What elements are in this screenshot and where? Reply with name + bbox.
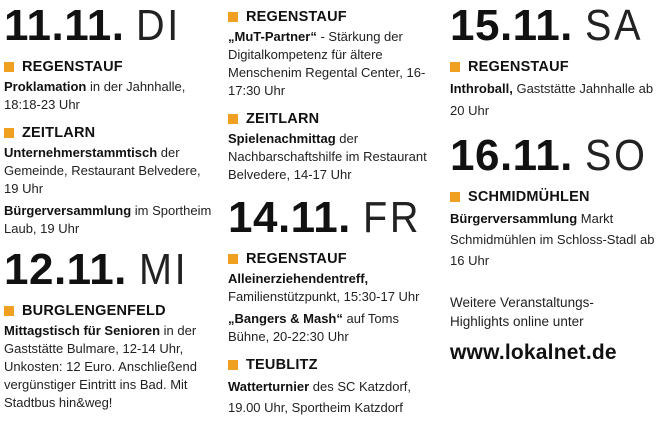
square-bullet-icon (4, 306, 14, 316)
square-bullet-icon (228, 254, 238, 264)
column-middle: REGENSTAUF „MuT-Partner“ - Stärkung der … (228, 0, 443, 418)
event-details: in der Gaststätte Bulmare, 12-14 Uhr, Un… (4, 323, 197, 410)
event-details: der Gemeinde, Restaurant Belvedere, 19 U… (4, 145, 201, 196)
location-name: ZEITLARN (246, 111, 320, 127)
event-title: Bürgerversammlung (4, 203, 132, 218)
location-name: ZEITLARN (22, 125, 96, 141)
location-heading: REGENSTAUF (4, 58, 214, 76)
location-heading: BURGLENGENFELD (4, 302, 214, 320)
event-title: Inthroball, (450, 81, 513, 96)
event-details: in der Jahnhalle, 18:18-23 Uhr (4, 79, 186, 112)
date-number: 12.11. (4, 245, 127, 294)
location-name: REGENSTAUF (246, 9, 347, 25)
event-entry: Unternehmerstammtisch der Gemeinde, Rest… (4, 144, 214, 198)
event-details: auf Toms Bühne, 20-22:30 Uhr (228, 311, 399, 344)
event-entry: Inthroball, Gaststätte Jahnhalle ab 20 U… (450, 78, 655, 122)
event-entry: Watterturnier des SC Katzdorf, 19.00 Uhr… (228, 376, 443, 418)
weekday: MI (138, 245, 189, 294)
square-bullet-icon (450, 62, 460, 72)
event-entry: Alleinerziehendentreff, Familienstützpun… (228, 270, 443, 306)
location-heading: ZEITLARN (228, 110, 443, 128)
location-heading: TEUBLITZ (228, 356, 443, 374)
event-entry: Mittagstisch für Senioren in der Gaststä… (4, 322, 214, 412)
location-name: REGENSTAUF (468, 59, 569, 75)
square-bullet-icon (4, 128, 14, 138)
location-heading: REGENSTAUF (228, 250, 443, 268)
location-heading: SCHMIDMÜHLEN (450, 188, 655, 206)
square-bullet-icon (450, 192, 460, 202)
location-name: REGENSTAUF (246, 251, 347, 267)
location-name: TEUBLITZ (246, 357, 318, 373)
date-number: 14.11. (228, 193, 351, 242)
date-heading: 16.11. SO (450, 134, 655, 178)
location-heading: REGENSTAUF (450, 58, 655, 76)
date-number: 15.11. (450, 1, 573, 50)
location-heading: REGENSTAUF (228, 8, 443, 26)
event-entry: Proklamation in der Jahnhalle, 18:18-23 … (4, 78, 214, 114)
location-name: SCHMIDMÜHLEN (468, 189, 590, 205)
event-title: Bürgerversammlung (450, 211, 578, 226)
event-details: - Stärkung der Digitalkompetenz für älte… (228, 29, 426, 98)
event-title: „MuT-Partner“ (228, 29, 317, 44)
event-details: der Nachbarschaftshilfe im Restaurant Be… (228, 131, 427, 182)
event-title: Spielenachmittag (228, 131, 336, 146)
more-info-text: Weitere Veranstaltungs-Highlights online… (450, 295, 594, 329)
event-entry: Spielenachmittag der Nachbarschaftshilfe… (228, 130, 443, 184)
event-title: Watterturnier (228, 379, 310, 394)
event-title: Proklamation (4, 79, 87, 94)
square-bullet-icon (228, 360, 238, 370)
event-details: Familienstützpunkt, 15:30-17 Uhr (228, 289, 420, 304)
column-right: 15.11. SA REGENSTAUF Inthroball, Gaststä… (450, 0, 655, 365)
square-bullet-icon (228, 114, 238, 124)
weekday: FR (362, 193, 422, 242)
square-bullet-icon (228, 12, 238, 22)
date-heading: 14.11. FR (228, 196, 443, 240)
square-bullet-icon (4, 62, 14, 72)
location-name: BURGLENGENFELD (22, 303, 166, 319)
event-entry: „Bangers & Mash“ auf Toms Bühne, 20-22:3… (228, 310, 443, 346)
location-name: REGENSTAUF (22, 59, 123, 75)
event-details: Markt Schmidmühlen im Schloss-Stadl ab 1… (450, 211, 655, 268)
event-title: Unternehmerstammtisch (4, 145, 158, 160)
date-heading: 12.11. MI (4, 248, 214, 292)
weekday: DI (136, 1, 182, 50)
date-number: 11.11. (4, 1, 125, 50)
event-entry: „MuT-Partner“ - Stärkung der Digitalkomp… (228, 28, 443, 100)
weekday: SA (584, 1, 644, 50)
event-title: Mittagstisch für Senioren (4, 323, 161, 338)
date-heading: 11.11. DI (4, 4, 214, 48)
website-url[interactable]: www.lokalnet.de (450, 341, 617, 364)
event-entry: Bürgerversammlung Markt Schmidmühlen im … (450, 208, 655, 271)
date-number: 16.11. (450, 131, 573, 180)
event-title: Alleinerziehendentreff, (228, 271, 369, 286)
weekday: SO (584, 131, 648, 180)
event-details: im Sportheim Laub, 19 Uhr (4, 203, 212, 236)
event-details: Gaststätte Jahnhalle ab 20 Uhr (450, 81, 654, 118)
date-heading: 15.11. SA (450, 4, 655, 48)
event-title: „Bangers & Mash“ (228, 311, 343, 326)
event-entry: Bürgerversammlung im Sportheim Laub, 19 … (4, 202, 214, 238)
column-left: 11.11. DI REGENSTAUF Proklamation in der… (4, 0, 214, 412)
event-details: des SC Katzdorf, 19.00 Uhr, Sportheim Ka… (228, 379, 412, 415)
location-heading: ZEITLARN (4, 124, 214, 142)
